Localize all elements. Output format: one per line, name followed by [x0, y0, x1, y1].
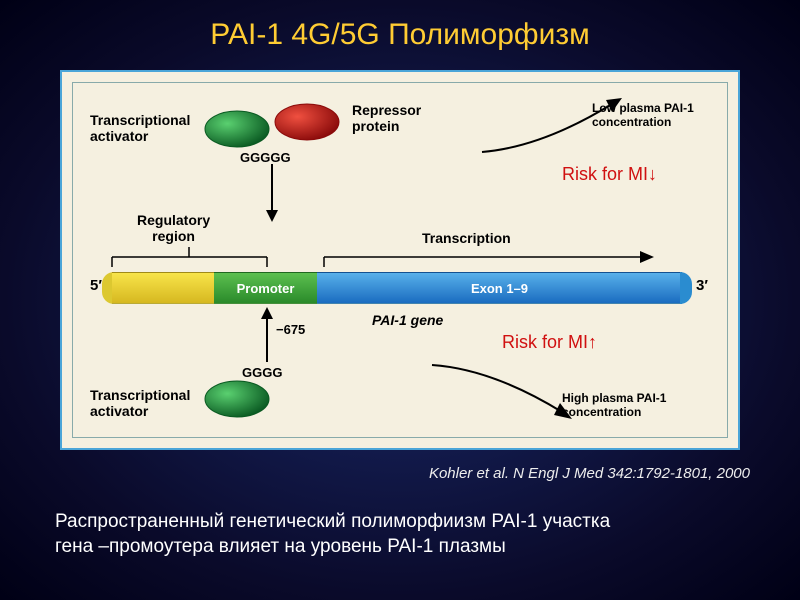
- label-pai1-gene: PAI-1 gene: [372, 312, 443, 328]
- gene-seg-exon: Exon 1–9: [317, 272, 682, 304]
- label-5prime: 5′: [90, 277, 102, 294]
- arrow-gggg-up: [257, 307, 277, 362]
- label-transcription: Transcription: [422, 230, 511, 246]
- slide-title: PAI-1 4G/5G Полиморфизм: [0, 0, 800, 52]
- label-3prime: 3′: [696, 277, 708, 294]
- gene-bar: Promoter Exon 1–9: [112, 272, 682, 304]
- bracket-regulatory: [112, 247, 267, 269]
- gene-seg-regulatory: [112, 272, 214, 304]
- gene-seg-promoter: Promoter: [214, 272, 317, 304]
- label-transcriptional-activator-upper: Transcriptionalactivator: [90, 112, 190, 144]
- label-repressor-protein: Repressorprotein: [352, 102, 421, 134]
- label-ggggg: GGGGG: [240, 150, 291, 165]
- label-low-plasma: Low plasma PAI-1concentration: [592, 102, 694, 130]
- arrow-transcription: [324, 247, 654, 269]
- label-high-plasma: High plasma PAI-1concentration: [562, 392, 666, 420]
- label-regulatory-region: Regulatoryregion: [137, 212, 210, 244]
- caption-line1: Распространенный генетический полиморфии…: [55, 511, 610, 532]
- label-minus675: −675: [276, 322, 305, 337]
- risk-upper: Risk for MI↓: [562, 164, 657, 185]
- repressor-ellipse: [272, 100, 342, 145]
- citation: Kohler et al. N Engl J Med 342:1792-1801…: [429, 465, 750, 482]
- activator-ellipse-upper: [202, 107, 272, 152]
- arrow-ggggg-down: [262, 164, 282, 224]
- activator-ellipse-lower: [202, 377, 272, 422]
- label-transcriptional-activator-lower: Transcriptionalactivator: [90, 387, 190, 419]
- caption-line2: гена –промоутера влияет на уровень PAI-1…: [55, 536, 506, 557]
- risk-lower: Risk for MI↑: [502, 332, 597, 353]
- caption: Распространенный генетический полиморфии…: [55, 510, 755, 559]
- figure-panel: Transcriptionalactivator Repressorprotei…: [60, 70, 740, 450]
